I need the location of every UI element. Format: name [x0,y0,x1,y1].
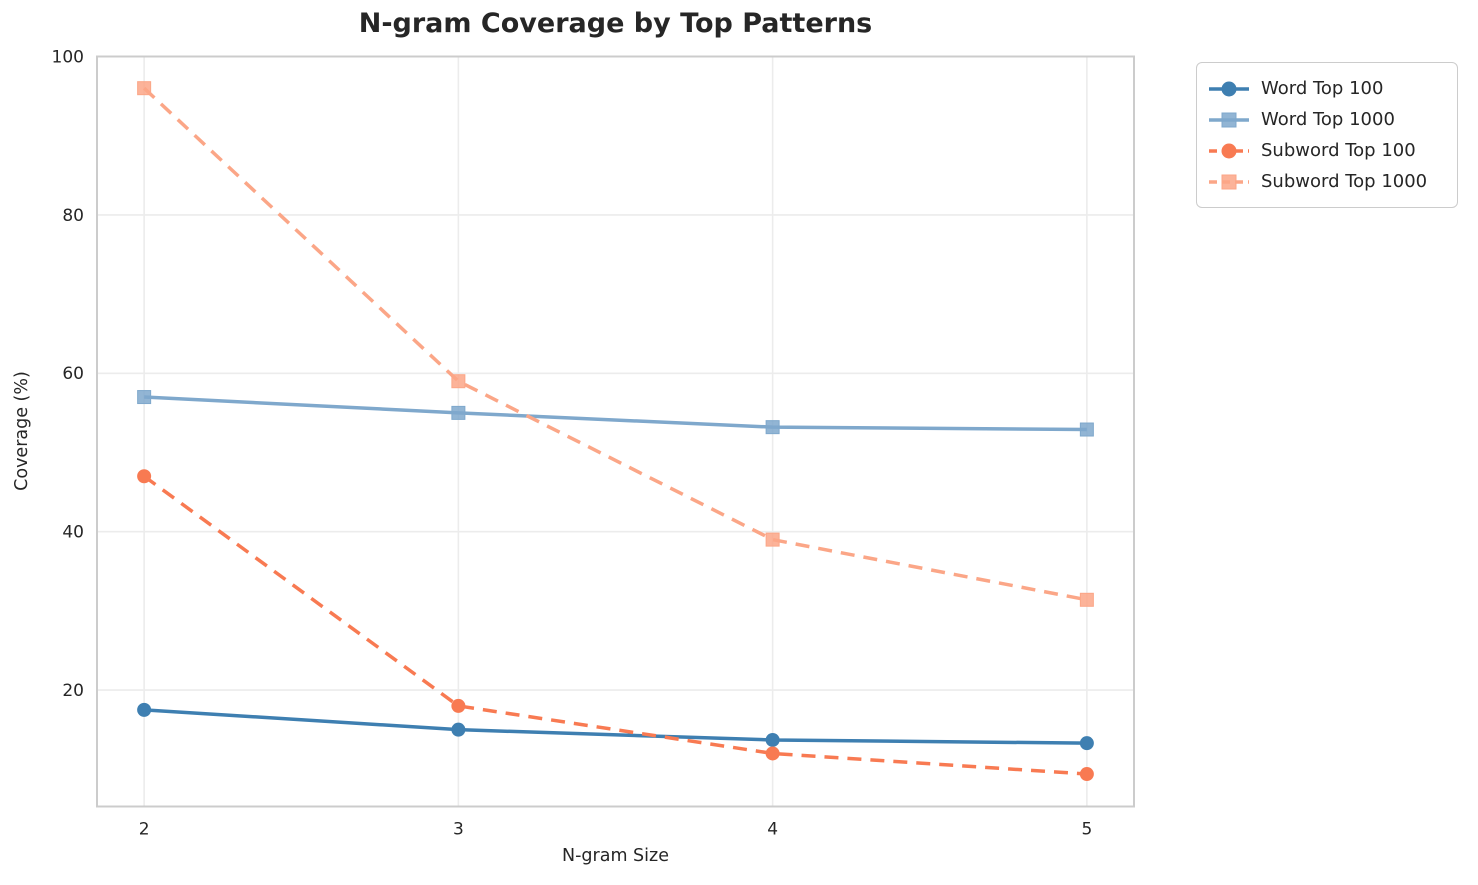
legend-square-marker [1209,112,1249,127]
data-point [137,469,152,484]
y-tick-label: 80 [62,206,84,226]
data-point [765,732,780,747]
data-point [137,390,152,405]
legend-item-subword-top-100: Subword Top 100 [1207,135,1443,166]
y-tick-label: 40 [62,523,84,543]
data-point [1079,736,1094,751]
data-point [137,81,152,96]
x-tick-label: 5 [1081,820,1092,840]
series-line-1 [144,395,1087,432]
data-point [765,746,780,761]
chart-title: N-gram Coverage by Top Patterns [358,8,873,39]
data-point [451,374,466,389]
y-tick-label: 100 [52,47,84,67]
data-point [1079,592,1094,607]
legend-label: Subword Top 1000 [1261,171,1428,192]
legend-item-word-top-1000: Word Top 1000 [1207,104,1443,135]
data-point [1079,422,1094,437]
legend-item-word-top-100: Word Top 100 [1207,73,1443,104]
axes-spines [96,55,1135,808]
legend-item-subword-top-1000: Subword Top 1000 [1207,166,1443,197]
x-tick-label: 2 [139,820,150,840]
legend-circle-marker [1209,81,1249,96]
series-line-2 [143,474,1087,776]
legend-label: Word Top 1000 [1261,109,1395,130]
data-point [765,532,780,547]
data-point [451,698,466,713]
legend-circle-marker [1209,143,1249,158]
data-point [765,420,780,435]
data-point [451,722,466,737]
data-point [137,702,152,717]
y-tick-label: 20 [62,681,84,701]
data-point [451,405,466,420]
y-tick-label: 60 [62,364,84,384]
x-tick-label: 4 [767,820,778,840]
series-line-3 [142,86,1088,602]
series-line-0 [144,708,1087,745]
legend-label: Word Top 100 [1261,78,1384,99]
x-tick-label: 3 [453,820,464,840]
legend-square-marker [1209,174,1249,189]
x-axis-label: N-gram Size [562,846,669,866]
data-point [1079,767,1094,782]
legend-label: Subword Top 100 [1261,140,1416,161]
legend: Word Top 100 Word Top 1000 Subword Top 100… [1196,62,1458,208]
